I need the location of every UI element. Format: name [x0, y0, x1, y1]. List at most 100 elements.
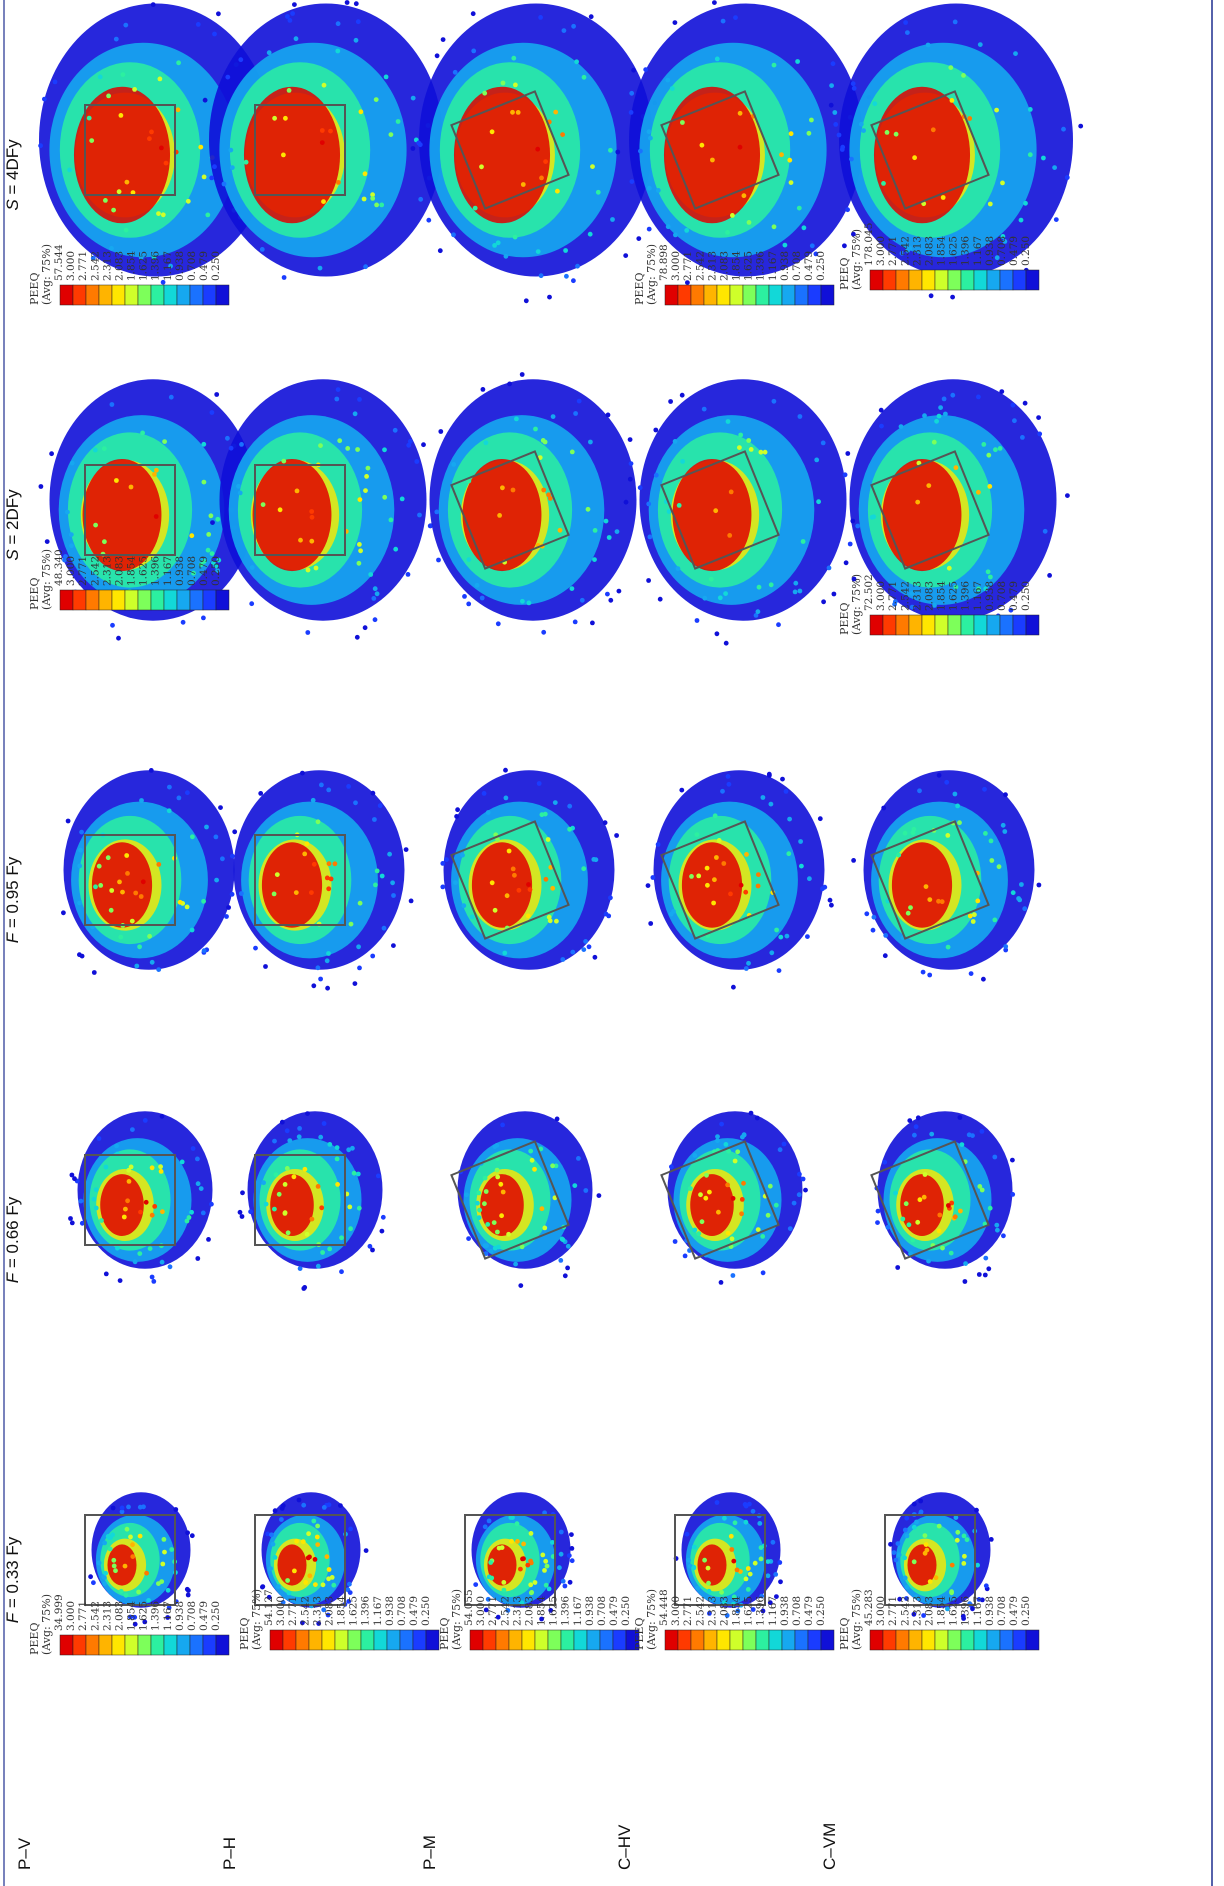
- mesh-node: [701, 406, 707, 412]
- mesh-node: [116, 635, 121, 641]
- mesh-node: [248, 1209, 254, 1215]
- mesh-node: [319, 128, 325, 133]
- mesh-node: [1000, 234, 1006, 239]
- mesh-node: [648, 921, 654, 926]
- colorbar-segment: [573, 1629, 588, 1651]
- mesh-node: [558, 1258, 564, 1263]
- mesh-node: [464, 1192, 469, 1198]
- mesh-node: [405, 572, 411, 577]
- mesh-node: [653, 472, 659, 478]
- mesh-node: [699, 142, 705, 148]
- mesh-node: [321, 82, 327, 88]
- mesh-node: [103, 198, 108, 203]
- mesh-node: [614, 833, 619, 838]
- mesh-node: [69, 1220, 75, 1226]
- mesh-node: [306, 1531, 311, 1537]
- mesh-node: [209, 410, 215, 415]
- mesh-node: [287, 18, 293, 23]
- mesh-node: [126, 1167, 132, 1173]
- mesh-node: [573, 411, 578, 416]
- tunnel-outline: [84, 464, 176, 556]
- mesh-node: [1052, 165, 1057, 171]
- mesh-node: [96, 1136, 102, 1141]
- mesh-node: [195, 1256, 201, 1261]
- mesh-node: [696, 873, 702, 879]
- mesh-node: [520, 182, 526, 187]
- colorbar-segment: [986, 614, 1001, 636]
- plastic-zone-red: [462, 458, 542, 572]
- legend-tick-label: 1.396: [960, 236, 972, 266]
- mesh-node: [127, 1614, 133, 1620]
- legend-tick-label: 2.771: [287, 1596, 299, 1626]
- mesh-node: [869, 514, 875, 520]
- mesh-node: [78, 847, 83, 853]
- mesh-node: [200, 1210, 206, 1216]
- mesh-node: [212, 31, 217, 37]
- plastic-zone-red: [882, 458, 962, 572]
- legend-tick-label: 2.083: [923, 1596, 935, 1626]
- mesh-node: [796, 205, 802, 211]
- mesh-node: [774, 927, 779, 933]
- mesh-node: [569, 1532, 574, 1537]
- mesh-node: [1027, 107, 1033, 112]
- mesh-node: [904, 1515, 910, 1521]
- mesh-node: [983, 1583, 989, 1589]
- mesh-node: [728, 891, 733, 897]
- mesh-node: [108, 907, 114, 913]
- legend-tick-label: 2.542: [89, 251, 101, 281]
- mesh-node: [292, 2, 297, 7]
- mesh-node: [833, 122, 839, 127]
- legend-tick-label: 2.771: [77, 251, 89, 281]
- mesh-node: [905, 30, 910, 35]
- mesh-node: [272, 115, 277, 121]
- mesh-node: [908, 905, 913, 910]
- tunnel-outline: [450, 90, 570, 210]
- legend-tick-label: 3.000: [65, 1601, 77, 1631]
- mesh-node: [1027, 152, 1033, 158]
- mesh-node: [945, 944, 951, 950]
- mesh-node: [839, 147, 845, 152]
- mesh-node: [845, 207, 850, 213]
- mesh-node: [280, 1600, 286, 1605]
- mesh-node: [546, 492, 551, 498]
- mesh-node: [946, 1203, 951, 1208]
- mesh-node: [691, 1565, 697, 1571]
- colorbar-segment: [716, 284, 731, 306]
- mesh-node: [779, 152, 784, 158]
- mesh-node: [992, 917, 998, 923]
- mesh-node: [544, 1563, 550, 1569]
- mesh-node: [717, 595, 723, 601]
- mesh-node: [305, 630, 311, 635]
- mesh-node: [513, 1261, 518, 1267]
- colorbar-segment: [882, 614, 897, 636]
- panel-r4-c4: [623, 379, 856, 646]
- mesh-node: [843, 560, 849, 566]
- mesh-node: [800, 1176, 806, 1182]
- mesh-node: [159, 145, 164, 151]
- mesh-node: [434, 509, 440, 515]
- colorbar-segment: [820, 284, 835, 306]
- colorbar-segment: [742, 284, 757, 306]
- colorbar-segment: [412, 1629, 427, 1651]
- legend-tick-label: 1.396: [960, 1596, 972, 1626]
- colorbar-segment: [999, 614, 1014, 636]
- colorbar-segment: [202, 1634, 217, 1656]
- mesh-node: [734, 1567, 740, 1573]
- colorbar-segment: [215, 589, 230, 611]
- mesh-node: [777, 1560, 783, 1565]
- mesh-node: [150, 2, 156, 7]
- mesh-node: [481, 791, 487, 796]
- mesh-node: [214, 392, 220, 397]
- mesh-node: [713, 508, 719, 514]
- mesh-node: [156, 967, 162, 972]
- colorbar-segment: [986, 1629, 1001, 1651]
- mesh-node: [287, 1138, 293, 1143]
- mesh-node: [714, 56, 720, 62]
- legend-tick-label: 3.000: [670, 251, 682, 281]
- mesh-node: [605, 591, 610, 597]
- mesh-node: [77, 863, 83, 869]
- mesh-node: [647, 534, 653, 540]
- mesh-node: [114, 478, 119, 483]
- colorbar-segment: [794, 1629, 809, 1651]
- mesh-node: [123, 1592, 129, 1598]
